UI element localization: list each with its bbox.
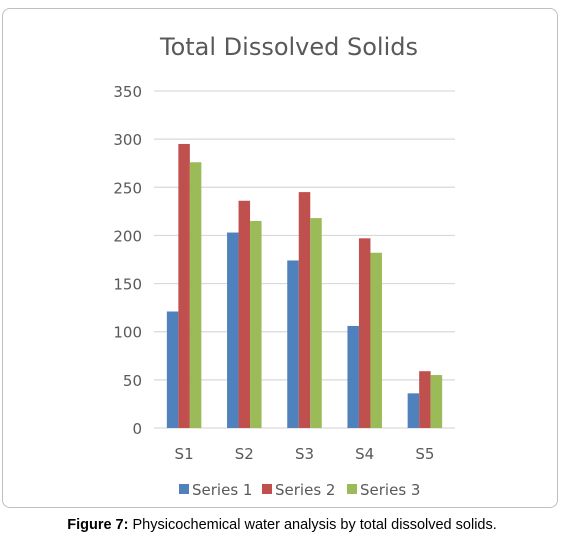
x-tick-label: S3 xyxy=(295,445,314,463)
legend: Series 1 Series 2 Series 3 xyxy=(179,481,420,499)
bar-s4-series-2 xyxy=(358,238,371,428)
y-tick-label: 100 xyxy=(113,324,142,342)
x-tick-label: S4 xyxy=(355,445,374,463)
y-tick-label: 200 xyxy=(113,227,142,245)
legend-label: Series 3 xyxy=(360,481,420,499)
legend-swatch xyxy=(347,484,357,494)
x-tick-label: S5 xyxy=(415,445,434,463)
bar-s3-series-2 xyxy=(298,192,311,428)
caption-text: Physicochemical water analysis by total … xyxy=(128,517,497,533)
y-tick-label: 50 xyxy=(123,372,142,390)
chart-title: Total Dissolved Solids xyxy=(159,33,418,61)
bar-s4-series-3 xyxy=(370,252,382,428)
legend-label: Series 2 xyxy=(275,481,335,499)
bars xyxy=(166,143,443,428)
y-tick-label: 300 xyxy=(113,131,142,149)
y-tick-label: 250 xyxy=(113,179,142,197)
x-tick-label: S2 xyxy=(235,445,254,463)
legend-swatch xyxy=(262,484,272,494)
legend-swatch xyxy=(179,484,189,494)
y-tick-label: 150 xyxy=(113,276,142,294)
x-tick-label: S1 xyxy=(175,445,194,463)
bar-chart: Total Dissolved Solids 0 50 100 150 200 250 30… xyxy=(113,33,455,499)
bar-s1-series-3 xyxy=(189,162,202,428)
y-tick-label: 0 xyxy=(132,420,142,438)
bar-s2-series-3 xyxy=(250,220,262,428)
bar-s1-series-2 xyxy=(178,143,190,428)
chart-frame: Total Dissolved Solids 0 50 100 150 200 250 30… xyxy=(2,8,558,508)
bar-s3-series-3 xyxy=(310,218,322,428)
figure-caption: Figure 7: Physicochemical water analysis… xyxy=(0,517,564,533)
bar-s2-series-1 xyxy=(227,232,239,428)
y-axis-ticks: 0 50 100 150 200 250 300 350 xyxy=(113,83,142,438)
bar-s1-series-1 xyxy=(166,311,179,428)
x-axis-ticks: S1 S2 S3 S4 S5 xyxy=(175,445,435,463)
bar-s4-series-1 xyxy=(347,325,359,428)
bar-s3-series-1 xyxy=(287,260,299,428)
legend-label: Series 1 xyxy=(192,481,252,499)
caption-label: Figure 7: xyxy=(67,517,129,533)
bar-s5-series-2 xyxy=(419,371,431,428)
y-tick-label: 350 xyxy=(113,83,142,101)
bar-s2-series-2 xyxy=(238,200,251,428)
bar-s5-series-3 xyxy=(430,375,443,428)
bar-s5-series-1 xyxy=(407,393,420,428)
